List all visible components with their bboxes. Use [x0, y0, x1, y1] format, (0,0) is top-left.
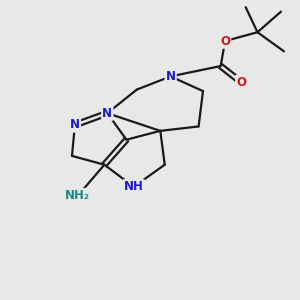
- Text: N: N: [102, 107, 112, 120]
- Text: O: O: [220, 34, 230, 48]
- Text: NH: NH: [124, 180, 144, 193]
- Text: O: O: [236, 76, 246, 89]
- Text: NH₂: NH₂: [65, 189, 90, 202]
- Text: N: N: [166, 70, 176, 83]
- Text: N: N: [70, 118, 80, 131]
